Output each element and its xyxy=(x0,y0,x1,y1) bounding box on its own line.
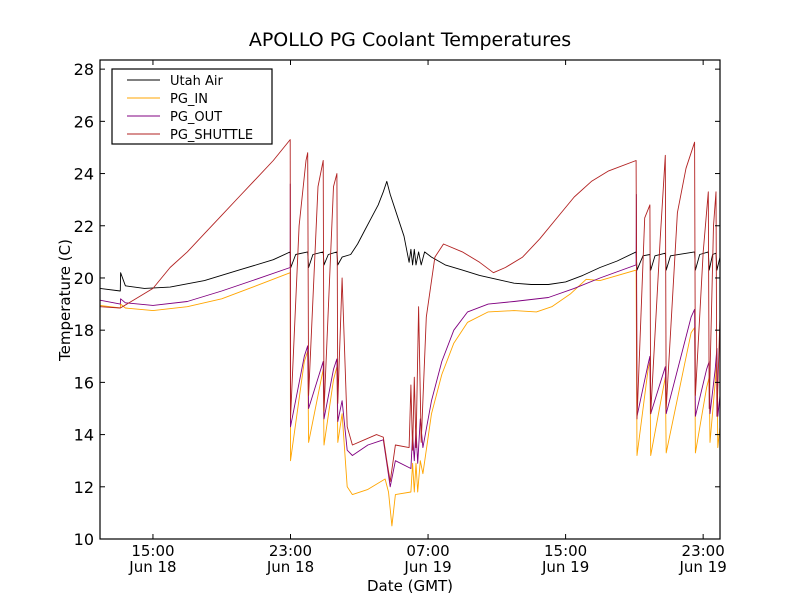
x-tick-label-date: Jun 19 xyxy=(541,558,589,576)
x-tick-label-time: 23:00 xyxy=(269,542,312,560)
legend-item-pg-shuttle: PG_SHUTTLE xyxy=(127,128,253,143)
y-tick-label: 26 xyxy=(74,112,94,131)
x-tick-label-date: Jun 19 xyxy=(679,558,727,576)
x-tick-label-time: 15:00 xyxy=(131,542,174,560)
y-tick-label: 16 xyxy=(74,373,94,392)
legend-label: Utah Air xyxy=(170,74,223,89)
y-axis-label: Temperature (C) xyxy=(56,239,74,362)
x-tick-label-date: Jun 18 xyxy=(128,558,176,576)
y-tick-label: 22 xyxy=(74,217,94,236)
y-tick-label: 28 xyxy=(74,60,94,79)
y-tick-label: 14 xyxy=(74,426,94,445)
x-tick-label-time: 07:00 xyxy=(406,542,449,560)
y-axis: 10 12 14 16 18 20 22 24 26 28 xyxy=(74,60,720,549)
series-layer xyxy=(100,139,720,527)
legend: Utah Air PG_IN PG_OUT PG_SHUTTLE xyxy=(111,68,273,145)
legend-box xyxy=(111,68,273,145)
legend-item-pg-in: PG_IN xyxy=(127,92,208,107)
legend-item-utah-air: Utah Air xyxy=(127,74,223,89)
legend-item-pg-out: PG_OUT xyxy=(127,110,222,125)
x-axis-label: Date (GMT) xyxy=(367,577,453,595)
y-tick-label: 10 xyxy=(74,530,94,549)
plot-frame xyxy=(99,59,721,540)
legend-label: PG_SHUTTLE xyxy=(170,128,253,143)
series-line-utah-air xyxy=(100,180,720,292)
series-line-pg-shuttle xyxy=(100,139,720,483)
x-tick-label-time: 23:00 xyxy=(682,542,725,560)
x-tick-label-date: Jun 19 xyxy=(403,558,451,576)
y-tick-label: 24 xyxy=(74,165,94,184)
y-tick-label: 20 xyxy=(74,269,94,288)
legend-label: PG_IN xyxy=(170,92,208,107)
series-line-pg-in xyxy=(100,269,720,527)
legend-label: PG_OUT xyxy=(170,110,222,125)
y-tick-label: 12 xyxy=(74,478,94,497)
x-tick-label-date: Jun 18 xyxy=(266,558,314,576)
y-tick-label: 18 xyxy=(74,321,94,340)
x-tick-label-time: 15:00 xyxy=(544,542,587,560)
chart-title: APOLLO PG Coolant Temperatures xyxy=(249,29,571,51)
